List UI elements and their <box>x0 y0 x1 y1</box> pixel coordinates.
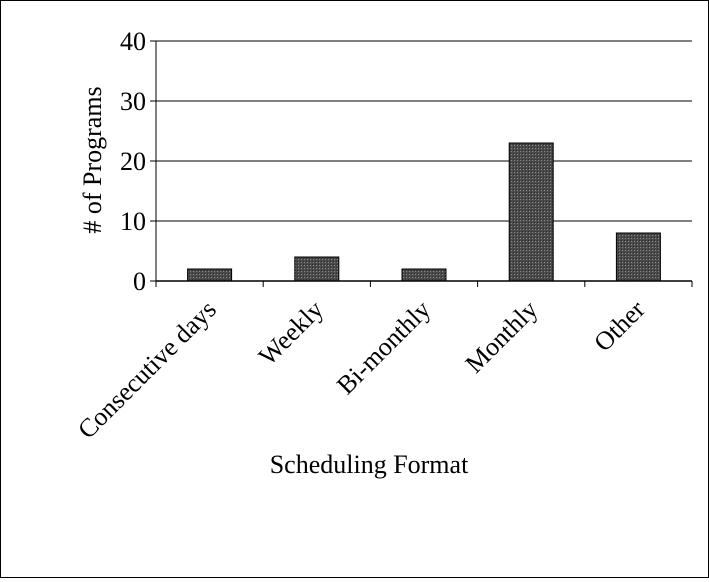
y-tick-labels: 0 10 20 30 40 <box>120 27 146 296</box>
x-category-label: Other <box>588 294 651 357</box>
gridlines <box>156 40 692 222</box>
y-tick-label: 0 <box>133 267 146 296</box>
bars <box>187 142 661 282</box>
bar <box>508 142 554 282</box>
bar <box>615 232 661 282</box>
axes <box>150 40 693 287</box>
bar <box>187 268 233 282</box>
y-tick-label: 10 <box>120 207 146 236</box>
x-axis-title: Scheduling Format <box>270 450 469 479</box>
x-category-label: Weekly <box>253 295 329 371</box>
x-category-label: Consecutive days <box>72 295 222 445</box>
x-category-label: Bi-monthly <box>331 295 436 400</box>
y-tick-label: 20 <box>120 147 146 176</box>
x-category-labels: Consecutive days Weekly Bi-monthly Monthly O… <box>72 294 651 444</box>
y-tick-label: 40 <box>120 27 146 56</box>
y-tick-label: 30 <box>120 87 146 116</box>
x-category-label: Monthly <box>460 295 544 379</box>
y-axis-title: # of Programs <box>78 86 107 233</box>
bar <box>294 256 340 282</box>
bar <box>401 268 447 282</box>
